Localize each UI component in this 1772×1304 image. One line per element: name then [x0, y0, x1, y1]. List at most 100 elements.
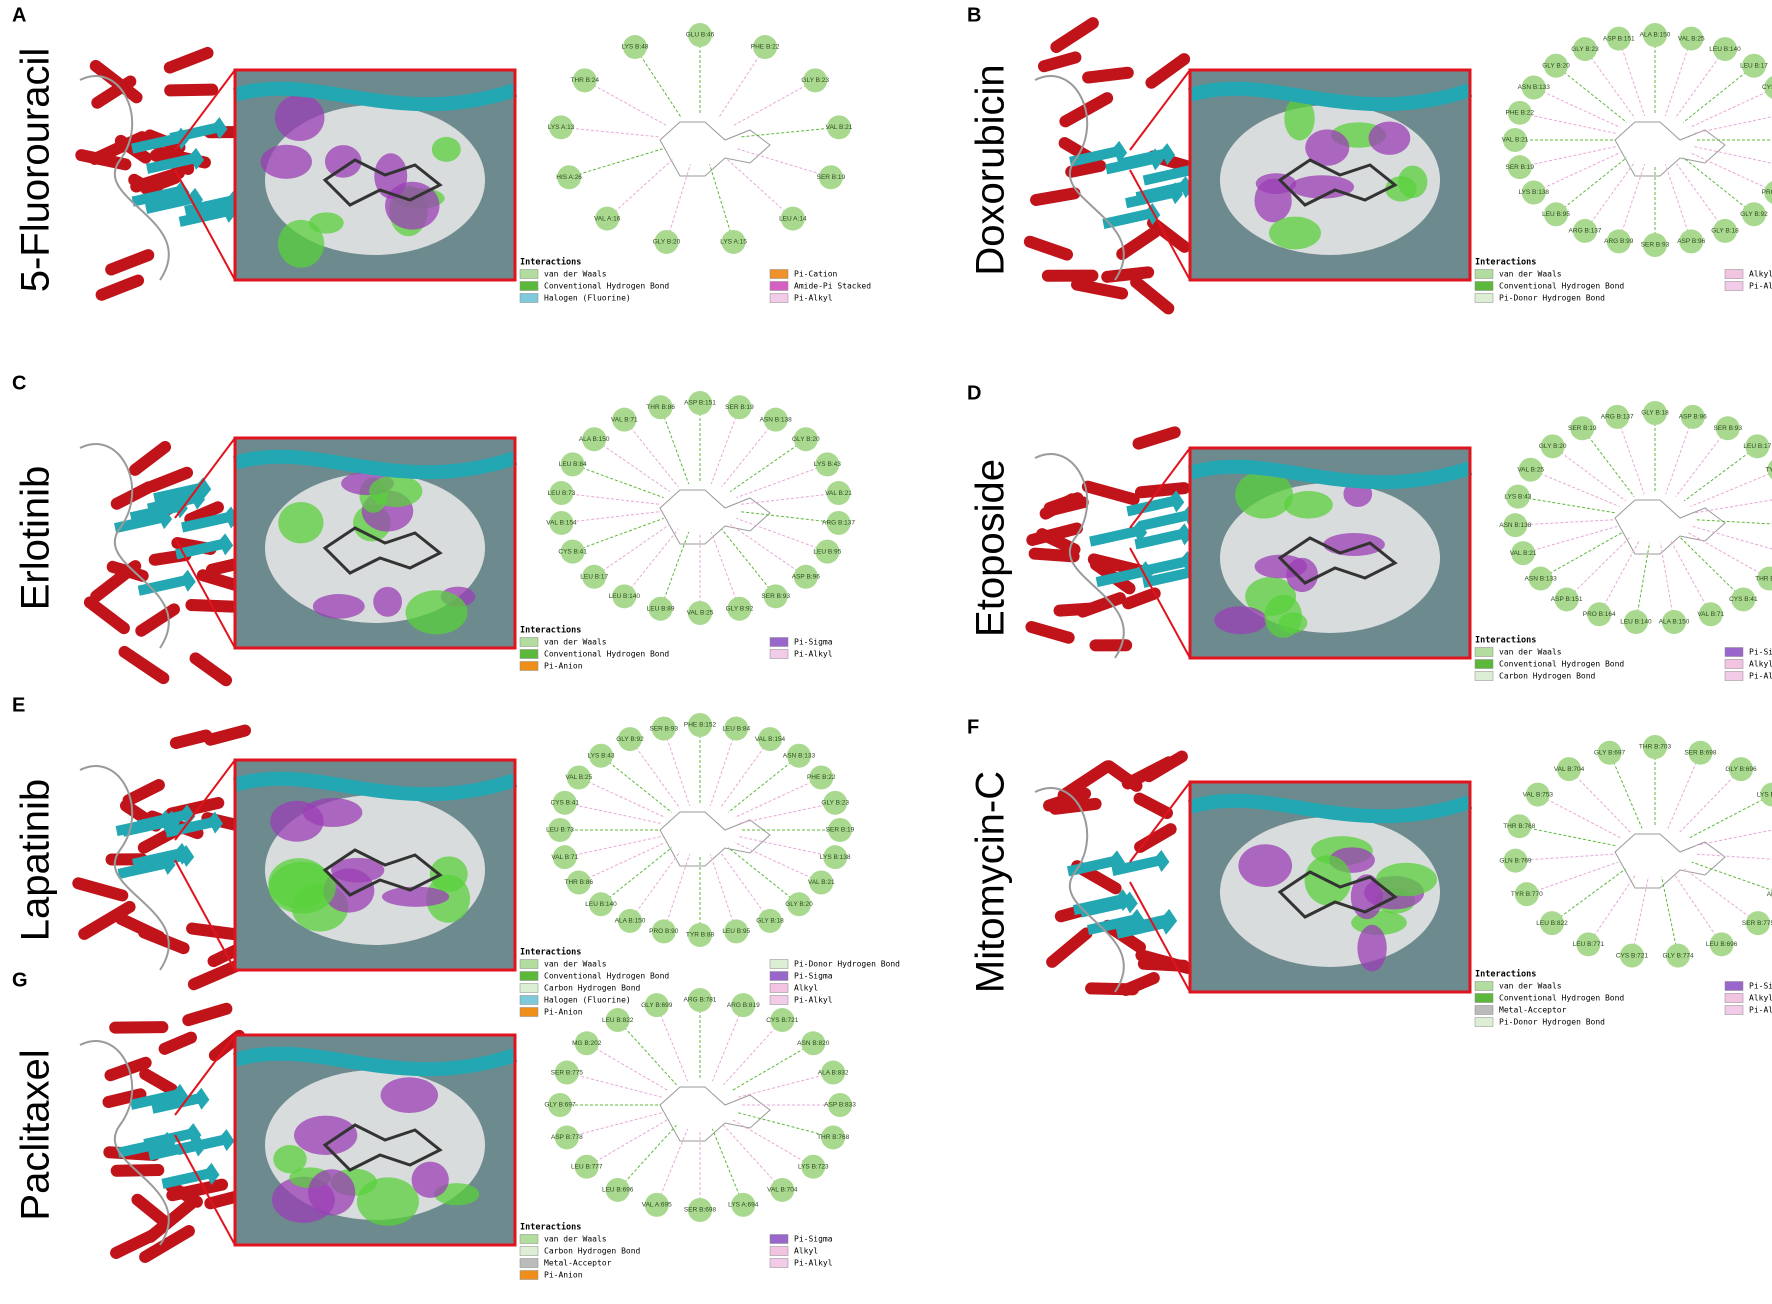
residue-node: [1557, 757, 1582, 782]
interaction-line: [710, 407, 740, 485]
zoom-connector: [174, 859, 236, 971]
legend-swatch: [769, 1234, 789, 1244]
residue-node: [574, 1154, 599, 1179]
legend-swatch: [1474, 981, 1494, 991]
residue-label: PRO B:164: [1583, 611, 1616, 618]
residue-label: SER B:19: [1505, 164, 1534, 171]
legend-label: Halogen (Fluorine): [544, 996, 631, 1005]
residue-node: [688, 391, 712, 415]
panel: G Paclitaxel ARG B:781 ARG B:819 CYS B:721 AS…: [12, 969, 856, 1280]
interaction-line: [739, 492, 839, 505]
residue-node: [589, 892, 614, 917]
residue-node: [549, 510, 574, 535]
residue-node: [1573, 218, 1597, 243]
residue-node: [793, 564, 818, 589]
legend-label: van der Waals: [544, 960, 607, 969]
helix: [1050, 17, 1099, 53]
residue-node: [1643, 23, 1667, 47]
residue-node: [644, 993, 669, 1018]
interaction-line: [660, 531, 690, 609]
helix: [1142, 750, 1188, 783]
residue-node: [1741, 202, 1766, 227]
residue-node: [560, 539, 585, 564]
surface-patch: [411, 1161, 449, 1198]
interaction-line: [1515, 853, 1616, 862]
interaction-line: [738, 835, 836, 858]
helix: [1089, 639, 1133, 652]
ligand: [1277, 158, 1398, 207]
residue-node: [1764, 76, 1772, 99]
residue-label: ASN B:133: [783, 752, 816, 759]
surface-patch: [1235, 470, 1293, 519]
helix: [115, 912, 166, 943]
interaction-line: [586, 1042, 668, 1091]
residue-node: [1746, 911, 1771, 936]
residue-node: [1757, 566, 1772, 591]
residue-node: [1503, 848, 1528, 873]
legend-swatch: [1724, 281, 1744, 291]
interaction-line: [727, 755, 800, 813]
legend-swatch: [1724, 659, 1744, 669]
residue-label: LYS A:15: [720, 239, 747, 246]
helix: [109, 1021, 169, 1034]
residue-node: [1764, 181, 1772, 204]
helix: [118, 645, 170, 685]
surface-patch: [405, 590, 468, 635]
residue-label: VAL B:71: [551, 854, 578, 861]
residue-node: [1731, 587, 1756, 612]
interaction-line: [623, 528, 679, 597]
interaction-line: [593, 438, 671, 493]
interaction-line: [566, 1112, 663, 1138]
legend-label: Pi-Alkyl: [794, 1259, 833, 1268]
residue-label: ARG B:137: [1601, 414, 1634, 421]
interaction-diagram: ASP B:151 SER B:19 ASN B:138 GLY B:20 LYS B:…: [546, 391, 855, 625]
legend-label: Conventional Hydrogen Bond: [1499, 282, 1624, 291]
surface-patch: [1368, 121, 1411, 155]
residue-node: [554, 1060, 579, 1085]
residue-label: GLY B:23: [821, 800, 849, 807]
residue-node: [549, 115, 574, 140]
residue-label: THR B:768: [817, 1134, 850, 1141]
residue-node: [1643, 735, 1667, 759]
legend-title: Interactions: [1475, 635, 1536, 646]
interaction-line: [600, 847, 673, 905]
interaction-line: [710, 531, 740, 609]
interaction-line: [584, 79, 668, 127]
legend-swatch: [519, 971, 539, 981]
residue-node: [786, 743, 811, 768]
legend-swatch: [769, 983, 789, 993]
residue-label: LYS B:43: [814, 461, 841, 468]
interaction-line: [1537, 794, 1622, 839]
interaction-line: [560, 126, 661, 138]
sheet: [153, 477, 212, 504]
zoom-connector: [174, 759, 236, 841]
helix: [78, 900, 136, 940]
residue-node: [648, 596, 673, 621]
interaction-line: [1670, 540, 1712, 615]
legend-swatch: [769, 281, 789, 291]
legend-label: van der Waals: [1499, 270, 1562, 279]
residue-node: [1514, 882, 1539, 907]
residue-label: ASP B:151: [1551, 596, 1583, 603]
surface-patch: [1268, 216, 1321, 250]
legend-swatch: [519, 1234, 539, 1244]
residue-node: [1679, 229, 1704, 254]
interaction-line: [1533, 152, 1621, 193]
residue-node: [1666, 943, 1691, 968]
helix: [1038, 51, 1082, 73]
residue-label: ASN B:138: [1499, 522, 1532, 529]
residue-label: LEU B:696: [1706, 941, 1738, 948]
interaction-line: [1693, 145, 1772, 164]
residue-node: [554, 1125, 579, 1150]
legend-swatch: [1724, 993, 1744, 1003]
interaction-line: [578, 842, 666, 883]
helix: [1101, 266, 1155, 283]
helix: [1057, 760, 1114, 802]
residue-label: CYS B:41: [1729, 596, 1758, 603]
residue-node: [1539, 911, 1564, 936]
residue-label: SER B:93: [1641, 242, 1670, 249]
residue-label: SER B:775: [1742, 920, 1772, 927]
residue-label: VAL B:154: [546, 520, 577, 527]
residue-label: VAL B:25: [1678, 35, 1705, 42]
residue-label: LEU B:17: [580, 573, 608, 580]
